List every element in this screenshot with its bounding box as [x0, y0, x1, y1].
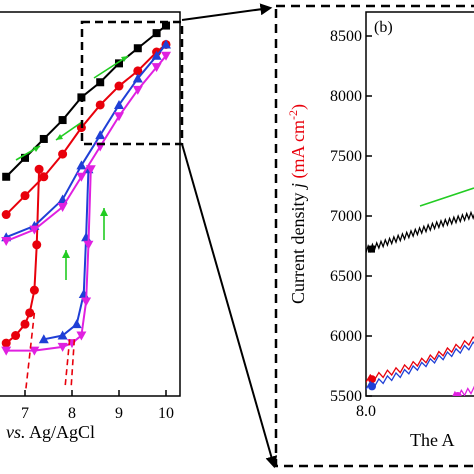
panel-a-x-tick-label: 7 — [21, 405, 29, 422]
panel-a-series-4-line — [43, 169, 90, 341]
panel-a-series-6-point — [76, 331, 87, 341]
panel-a-series-2-point — [32, 240, 42, 250]
panel-a-series-2-point — [1, 338, 11, 348]
panel-a-x-axis-title: vs. Ag/AgCl — [6, 422, 95, 442]
panel-a-series-2-point — [34, 164, 44, 174]
zoom-box — [80, 20, 184, 146]
panel-a-series-4-point — [38, 334, 49, 344]
panel-a-series-4-point — [57, 330, 68, 340]
panel-a-series-3-point — [95, 130, 106, 140]
panel-b-series-1-point — [368, 375, 376, 384]
zoom-connector-arrows — [181, 3, 278, 469]
panel-b-x-tick-label: 8.0 — [356, 403, 376, 420]
panel-b-x-axis-title: The A — [410, 430, 455, 450]
panel-a-series-1-line — [5, 43, 167, 216]
panel-b-y-tick-label: 5500 — [330, 388, 362, 405]
panel-a-x-ticks: 7 8 9 10 — [21, 390, 174, 422]
panel-b-y-tick-label: 7000 — [330, 208, 362, 225]
panel-a-series-1-point — [39, 172, 49, 182]
panel-a-series-5-point — [114, 112, 124, 122]
panel-a-series-1-point — [133, 66, 143, 76]
panel-a-series-1-point — [58, 149, 68, 159]
panel-b-y-ticks: 5500 6000 6500 7000 7500 8000 8500 — [330, 28, 372, 405]
panel-a-direction-arrows — [15, 55, 129, 280]
panel-a-series-0-point — [58, 116, 67, 125]
panel-a-series-3-point — [151, 50, 162, 60]
panel-b-series-2-point — [368, 382, 376, 391]
panel-a-frame — [0, 11, 181, 397]
panel-a-series-4-point — [71, 319, 82, 329]
panel-a-series-5-point — [161, 51, 171, 61]
panel-a-series-0-point — [96, 78, 105, 87]
panel-a-series-6-point — [1, 346, 12, 356]
panel-a-series-0-point — [133, 44, 142, 53]
panel-a: 7 8 9 10 vs. Ag/AgCl — [0, 11, 181, 442]
panel-a-series-3-point — [76, 160, 87, 170]
panel-a-series-6-point — [85, 165, 96, 175]
panel-a-x-tick-label: 9 — [115, 405, 123, 422]
panel-b-y-tick-label: 8500 — [330, 28, 362, 45]
panel-a-series-1-point — [95, 100, 105, 110]
panel-a-series-2-point — [20, 319, 30, 329]
panel-a-extrapolation-0 — [25, 312, 36, 389]
panel-a-series-1-point — [20, 191, 30, 201]
panel-a-series-0-point — [162, 21, 170, 30]
panel-b-label: (b) — [374, 19, 393, 36]
panel-a-series-0-point — [115, 59, 123, 68]
panel-a-series-6-point — [81, 297, 92, 307]
panel-a-series-1-point — [1, 210, 11, 220]
panel-b-direction-arrow — [419, 187, 474, 207]
panel-b-series-0-line — [366, 210, 474, 254]
panel-b-y-tick-label: 7500 — [330, 148, 362, 165]
panel-b-series-1-line — [366, 335, 474, 383]
panel-a-series-2-point — [29, 285, 39, 295]
panel-a-series-0-point — [21, 153, 29, 162]
panel-b-y-tick-label: 6000 — [330, 328, 362, 345]
panel-a-series-0-point — [152, 29, 161, 38]
panel-a-series-5-point — [151, 63, 162, 73]
panel-b-y-tick-label: 6500 — [330, 268, 362, 285]
panel-a-series-1-point — [114, 81, 124, 91]
panel-a-series-6-point — [29, 346, 40, 356]
panel-a-series-5-point — [57, 203, 68, 212]
panel-a-series-5-point — [1, 237, 12, 247]
panel-a-series-5-point — [76, 172, 87, 182]
panel-a-series-2-point — [11, 331, 21, 341]
panel-a-series-6-point — [83, 240, 94, 250]
panel-a-series-0-line — [5, 24, 167, 178]
panel-b-plot-frame — [365, 11, 474, 397]
panel-b-y-tick-label: 8000 — [330, 88, 362, 105]
panel-b-x-ticks: 8.0 — [356, 403, 376, 420]
panel-a-x-tick-label: 10 — [158, 405, 174, 422]
panel-a-series-5-point — [132, 85, 143, 95]
panel-b-series-3-line — [452, 385, 474, 396]
panel-a-series-3-point — [161, 39, 171, 49]
panel-a-extrapolation-2 — [70, 339, 76, 389]
panel-b-y-axis-title: Current density j (mA cm-2) — [286, 104, 309, 304]
panel-a-x-tick-label: 8 — [68, 405, 76, 422]
panel-a-series-3-point — [114, 99, 124, 109]
panel-b-series — [366, 210, 474, 396]
panel-a-series-5-point — [29, 225, 40, 235]
panel-b-series-3-point — [453, 392, 462, 396]
panel-a-series-3-point — [132, 73, 143, 83]
panel-a-series — [1, 21, 171, 389]
panel-b: (b) 5500 6000 6500 7000 7500 8000 8500 8.0 Cur… — [286, 11, 474, 450]
panel-b-series-0-point — [368, 245, 375, 253]
panel-a-series-2-point — [25, 308, 35, 318]
panel-a-extrapolation-1 — [64, 339, 71, 389]
panel-a-series-0-point — [39, 134, 48, 143]
panel-a-series-0-point — [2, 172, 11, 181]
panel-a-x-axis-title: vs. Ag/AgCl — [6, 422, 95, 442]
panel-b-dashed-frame — [274, 4, 474, 468]
panel-b-series-2-line — [366, 341, 474, 390]
panel-a-series-6-point — [57, 342, 68, 352]
